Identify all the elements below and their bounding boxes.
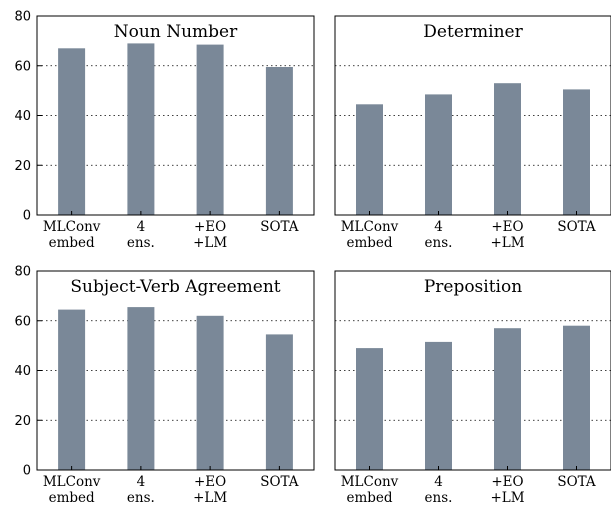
y-tick-label: 0: [23, 464, 31, 479]
y-tick-label: 20: [14, 159, 31, 174]
x-tick-label-line: MLConv: [341, 219, 399, 235]
x-tick-label-line: SOTA: [557, 474, 596, 490]
x-tick-label-line: 4: [434, 219, 443, 235]
x-tick-label-line: SOTA: [260, 219, 299, 235]
x-tick-label-line: +EO: [194, 219, 226, 235]
x-tick-label: 4 ens.: [425, 219, 453, 251]
x-tick-label-line: ens.: [425, 235, 453, 251]
x-tick-label-line: +LM: [490, 235, 524, 251]
chart-panel-noun-number: 0 20 40 60 80 MLConv embed 4 ens. +EO +LM SOTA Noun …: [14, 10, 315, 251]
x-tick-label: 4 ens.: [127, 474, 155, 506]
x-tick-label: SOTA: [557, 474, 596, 490]
x-tick-label: MLConv embed: [43, 474, 101, 506]
y-tick-label: 80: [14, 265, 31, 280]
bar-3: [494, 328, 521, 470]
x-tick-label-line: +EO: [194, 474, 226, 490]
x-tick-label-line: 4: [434, 474, 443, 490]
x-tick-label-line: +EO: [491, 474, 523, 490]
x-tick-label-line: +EO: [491, 219, 523, 235]
x-tick-label: 4 ens.: [127, 219, 155, 251]
x-tick-label-line: embed: [346, 235, 392, 251]
x-tick-label-line: +LM: [193, 490, 227, 506]
x-tick-label: SOTA: [260, 474, 299, 490]
chart-panel-determiner: MLConv embed 4 ens. +EO +LM SOTA Determiner: [334, 15, 611, 251]
bar-4: [265, 334, 293, 470]
x-tick-label-line: MLConv: [43, 219, 101, 235]
chart-title: Subject-Verb Agreement: [70, 277, 280, 297]
bar-2: [425, 341, 452, 470]
y-tick-label: 60: [14, 314, 31, 329]
x-tick-label: 4 ens.: [425, 474, 453, 506]
y-tick-label: 40: [14, 364, 31, 379]
y-tick-label: 40: [14, 109, 31, 124]
x-tick-label-line: embed: [49, 490, 95, 506]
x-tick-label: +EO +LM: [490, 474, 524, 506]
x-tick-label-line: ens.: [425, 490, 453, 506]
bar-3: [196, 44, 224, 215]
bar-1: [356, 104, 383, 215]
chart-title: Determiner: [423, 22, 523, 42]
y-tick-label: 60: [14, 59, 31, 74]
x-tick-label-line: 4: [137, 219, 146, 235]
x-tick-label: MLConv embed: [341, 219, 399, 251]
bar-4: [563, 325, 590, 470]
x-tick-label-line: SOTA: [260, 474, 299, 490]
x-tick-label: MLConv embed: [43, 219, 101, 251]
x-tick-label-line: embed: [49, 235, 95, 251]
chart-title: Preposition: [424, 277, 522, 297]
x-tick-label-line: ens.: [127, 235, 155, 251]
chart-title: Noun Number: [114, 22, 238, 42]
x-tick-label: +EO +LM: [193, 474, 227, 506]
x-tick-label-line: ens.: [127, 490, 155, 506]
y-tick-label: 0: [23, 209, 31, 224]
x-tick-label: MLConv embed: [341, 474, 399, 506]
bar-1: [58, 309, 86, 470]
bar-2: [127, 43, 155, 216]
y-tick-label: 80: [14, 10, 31, 25]
plot-frame: [334, 270, 611, 471]
bar-1: [356, 348, 383, 470]
bar-3: [494, 83, 521, 215]
x-tick-label-line: +LM: [193, 235, 227, 251]
x-tick-label-line: SOTA: [557, 219, 596, 235]
bar-4: [563, 89, 590, 215]
plot-frame: [334, 15, 611, 216]
x-tick-label: +EO +LM: [490, 219, 524, 251]
y-tick-label: 20: [14, 414, 31, 429]
bar-3: [196, 315, 224, 470]
x-tick-label-line: MLConv: [43, 474, 101, 490]
x-tick-label-line: embed: [346, 490, 392, 506]
bar-2: [127, 307, 155, 470]
x-tick-label: +EO +LM: [193, 219, 227, 251]
bar-4: [265, 67, 293, 215]
chart-panel-preposition: MLConv embed 4 ens. +EO +LM SOTA Preposition: [334, 270, 611, 506]
chart-panel-subject-verb-agreement: 0 20 40 60 80 MLConv embed 4 ens. +EO +LM SOTA Subje…: [14, 265, 315, 506]
bar-2: [425, 94, 452, 215]
x-tick-label-line: MLConv: [341, 474, 399, 490]
x-tick-label: SOTA: [260, 219, 299, 235]
x-tick-label: SOTA: [557, 219, 596, 235]
x-tick-label-line: +LM: [490, 490, 524, 506]
x-tick-label-line: 4: [137, 474, 146, 490]
bar-1: [58, 48, 86, 215]
